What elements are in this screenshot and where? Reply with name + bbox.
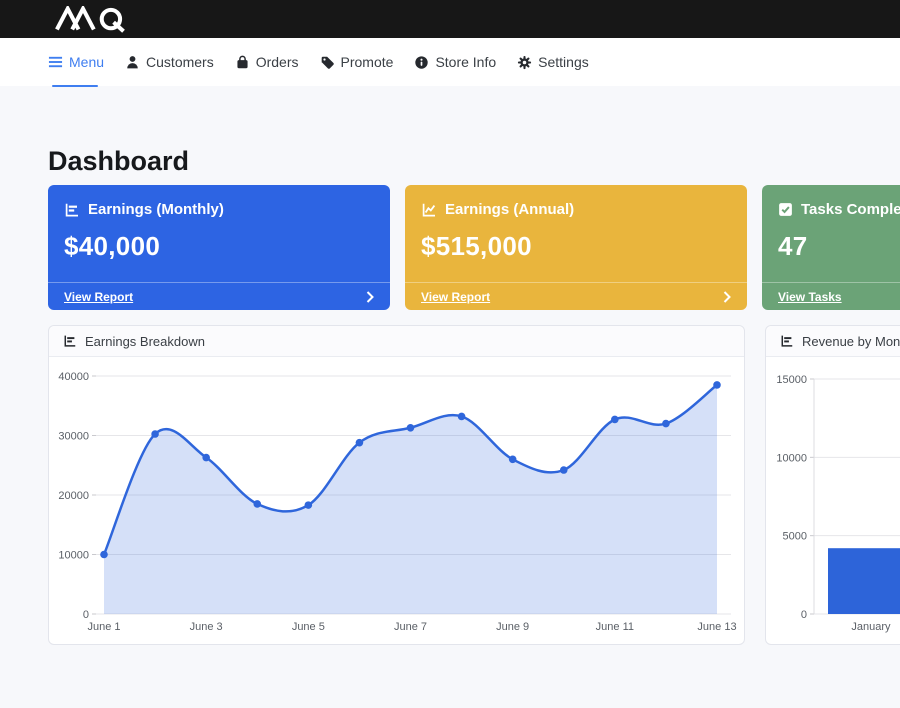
nav-item-label: Customers — [146, 54, 214, 70]
svg-text:10000: 10000 — [58, 550, 89, 562]
chevron-right-icon — [723, 290, 731, 303]
chart-card-header: Revenue by Month — [766, 326, 900, 357]
earnings-line-chart: 0 10000 20000 30000 40000 June 1 June 3 June 5 J… — [58, 371, 736, 633]
stat-card-value: 47 — [778, 231, 808, 261]
stat-card-title: Tasks Completed — [801, 201, 900, 218]
person-icon — [127, 56, 138, 69]
svg-text:June 5: June 5 — [292, 621, 325, 633]
topbar — [0, 0, 900, 38]
view-report-link[interactable]: View Report — [64, 289, 134, 304]
chart-bar-icon — [64, 335, 76, 347]
svg-text:5000: 5000 — [783, 531, 807, 543]
tag-icon — [321, 56, 334, 69]
stat-card-earnings-annual: Earnings (Annual) $515,000 View Report — [405, 185, 747, 310]
nav-item-customers[interactable]: Customers — [125, 54, 214, 70]
svg-text:30000: 30000 — [58, 431, 89, 443]
nav-item-label: Menu — [69, 54, 105, 70]
nav-item-settings[interactable]: Settings — [517, 54, 589, 70]
svg-text:0: 0 — [801, 609, 807, 621]
info-icon — [415, 55, 429, 69]
line-chart-icon — [422, 203, 436, 216]
svg-text:0: 0 — [83, 609, 89, 621]
brand-logo[interactable] — [50, 6, 134, 33]
chart-card-earnings-breakdown: Earnings Breakdown 0 10000 20000 30000 40000… — [48, 325, 745, 645]
chart-bar-icon — [781, 335, 793, 347]
stat-card-value: $40,000 — [64, 231, 161, 261]
chart-card-revenue-by-month: Revenue by Month 0 5000 10000 15000 January — [765, 325, 900, 645]
nav-item-promote[interactable]: Promote — [320, 54, 394, 70]
check-square-icon — [779, 203, 792, 216]
revenue-bar-chart: 0 5000 10000 15000 January — [776, 374, 900, 633]
svg-text:June 11: June 11 — [596, 621, 634, 633]
view-tasks-link[interactable]: View Tasks — [778, 289, 842, 304]
nav-item-store-info[interactable]: Store Info — [414, 54, 496, 70]
bag-icon — [237, 55, 248, 69]
stat-card-tasks-completed: Tasks Completed 47 View Tasks — [762, 185, 900, 310]
bar-chart-icon — [65, 203, 78, 216]
svg-text:10000: 10000 — [776, 452, 807, 464]
nav-item-label: Orders — [255, 54, 299, 70]
svg-text:20000: 20000 — [58, 490, 89, 502]
svg-text:40000: 40000 — [58, 371, 89, 383]
svg-text:January: January — [851, 621, 891, 633]
nav-item-label: Store Info — [435, 54, 497, 70]
svg-text:June 13: June 13 — [697, 621, 736, 633]
nav-item-label: Promote — [340, 54, 394, 70]
stat-card-value: $515,000 — [421, 231, 532, 261]
gear-icon — [518, 55, 532, 69]
nav-item-label: Settings — [538, 54, 589, 70]
nav-item-menu[interactable]: Menu — [48, 54, 104, 70]
nav-item-orders[interactable]: Orders — [235, 54, 299, 70]
svg-text:June 9: June 9 — [496, 621, 529, 633]
hamburger-icon — [48, 56, 63, 68]
stat-card-earnings-monthly: Earnings (Monthly) $40,000 View Report — [48, 185, 390, 310]
chevron-right-icon — [366, 290, 374, 303]
active-tab-underline — [52, 85, 98, 87]
svg-text:June 3: June 3 — [190, 621, 223, 633]
chart-card-header: Earnings Breakdown — [49, 326, 744, 357]
chart-title: Revenue by Month — [802, 333, 900, 349]
chart-title: Earnings Breakdown — [85, 333, 205, 349]
svg-text:June 7: June 7 — [394, 621, 427, 633]
view-report-link[interactable]: View Report — [421, 289, 491, 304]
navbar: Menu Customers Orders Promote — [0, 38, 900, 86]
stat-card-title: Earnings (Annual) — [445, 201, 575, 218]
svg-text:June 1: June 1 — [87, 621, 120, 633]
stat-card-title: Earnings (Monthly) — [88, 201, 224, 218]
page-title: Dashboard — [48, 146, 190, 176]
svg-text:15000: 15000 — [776, 374, 807, 386]
